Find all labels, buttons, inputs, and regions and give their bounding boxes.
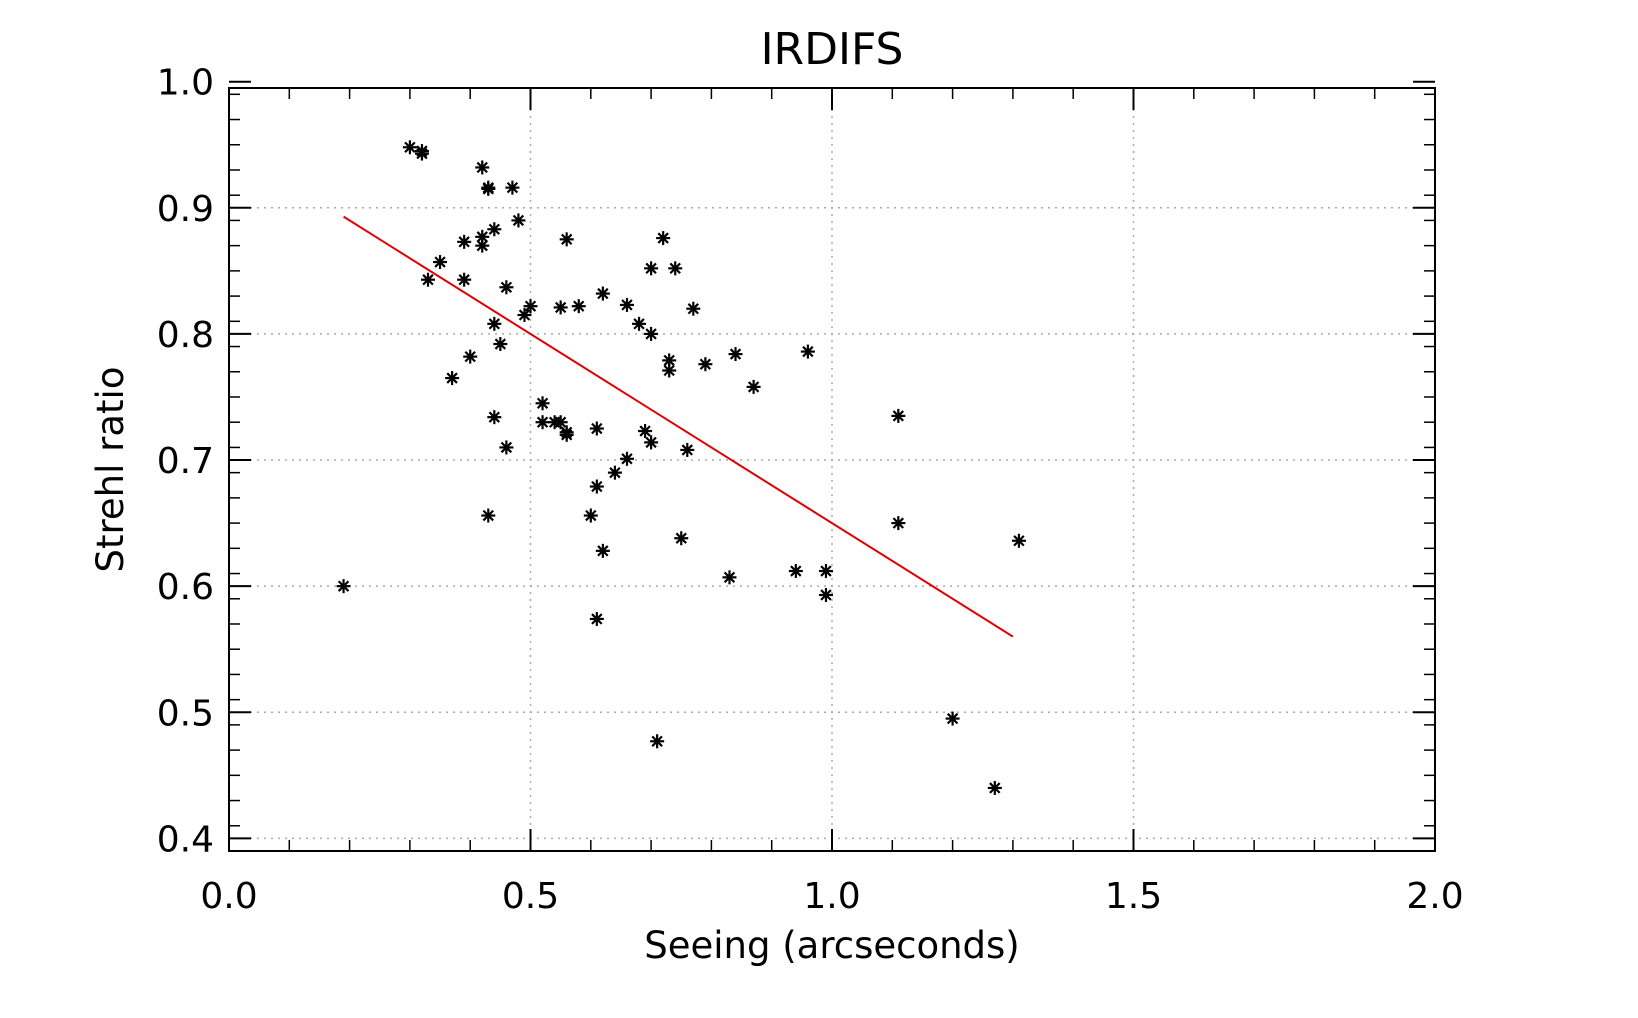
y-tick-label: 0.9 (157, 189, 214, 230)
data-point (463, 349, 478, 364)
fit-line (343, 215, 1014, 638)
data-point (553, 415, 568, 430)
data-point (722, 570, 737, 585)
data-point (559, 427, 574, 442)
data-point (517, 308, 532, 323)
data-point (891, 516, 906, 531)
data-point (535, 415, 550, 430)
data-point (698, 357, 713, 372)
data-point (818, 587, 833, 602)
data-point (644, 326, 659, 341)
data-point (680, 442, 695, 457)
data-point (487, 222, 502, 237)
x-tick-label: 0.5 (502, 876, 559, 917)
data-point (433, 255, 448, 270)
tick-labels: 0.0 0.5 1.0 1.5 2.0 0.4 0.5 0.6 0.7 0.8 0.9 1.0 (157, 63, 1464, 917)
data-point (619, 451, 634, 466)
data-point (481, 508, 496, 523)
y-tick-label: 0.5 (157, 693, 214, 734)
x-tick-label: 1.5 (1105, 876, 1162, 917)
data-point (607, 465, 622, 480)
chart-title: IRDIFS (761, 24, 904, 75)
data-point (656, 231, 671, 246)
data-point (589, 421, 604, 436)
data-point (559, 232, 574, 247)
data-point (571, 299, 586, 314)
data-point (891, 408, 906, 423)
data-point (728, 347, 743, 362)
plot-frame (228, 87, 1436, 852)
data-point (487, 410, 502, 425)
data-point (644, 435, 659, 450)
data-point (457, 272, 472, 287)
y-axis-title: Strehl ratio (89, 367, 132, 573)
data-point (945, 711, 960, 726)
data-point (336, 579, 351, 594)
data-point (589, 479, 604, 494)
y-tick-label: 1.0 (157, 63, 214, 104)
data-point (420, 272, 435, 287)
y-tick-label: 0.4 (157, 819, 214, 860)
data-point (644, 261, 659, 276)
data-point (638, 424, 653, 439)
data-point (457, 234, 472, 249)
data-point (475, 160, 490, 175)
data-point (987, 780, 1002, 795)
data-point (414, 146, 429, 161)
data-point (619, 297, 634, 312)
data-point (788, 564, 803, 579)
data-point (445, 371, 460, 386)
data-point (800, 344, 815, 359)
y-tick-label: 0.8 (157, 315, 214, 356)
data-point (1011, 533, 1026, 548)
data-point (402, 140, 417, 155)
data-point (595, 543, 610, 558)
data-point (674, 531, 689, 546)
data-point (505, 180, 520, 195)
x-tick-label: 0.0 (200, 876, 257, 917)
y-tick-label: 0.6 (157, 567, 214, 608)
data-point (511, 213, 526, 228)
y-tick-label: 0.7 (157, 441, 214, 482)
data-point (475, 238, 490, 253)
data-point (535, 396, 550, 411)
data-point (487, 316, 502, 331)
data-point (668, 261, 683, 276)
data-point (523, 299, 538, 314)
data-point (583, 508, 598, 523)
data-point (632, 316, 647, 331)
data-point (686, 301, 701, 316)
x-axis-title: Seeing (arcseconds) (644, 924, 1020, 967)
data-point (553, 300, 568, 315)
x-tick-label: 2.0 (1406, 876, 1463, 917)
data-point (662, 363, 677, 378)
data-point (650, 734, 665, 749)
data-point (818, 564, 833, 579)
data-point (589, 611, 604, 626)
data-point (481, 181, 496, 196)
data-point (746, 379, 761, 394)
data-point (493, 337, 508, 352)
x-tick-label: 1.0 (803, 876, 860, 917)
data-point (499, 440, 514, 455)
data-point (595, 286, 610, 301)
data-point (499, 280, 514, 295)
data-points (336, 140, 1026, 795)
